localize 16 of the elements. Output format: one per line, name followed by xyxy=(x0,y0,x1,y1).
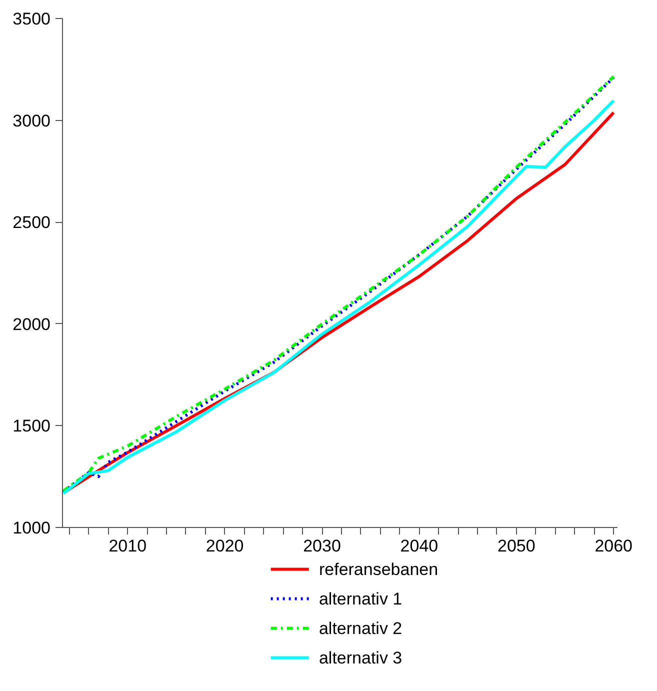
y-tick-label: 3500 xyxy=(12,10,51,28)
y-tick-label: 3000 xyxy=(12,111,51,130)
x-tick-label: 2010 xyxy=(108,536,147,556)
x-tick-label: 2020 xyxy=(206,536,244,556)
y-tick-label: 1500 xyxy=(12,416,51,436)
legend-label: alternativ 3 xyxy=(318,648,402,668)
y-tick-label: 2500 xyxy=(12,213,51,232)
legend-label: alternativ 2 xyxy=(318,618,402,638)
x-tick-label: 2060 xyxy=(594,536,633,556)
x-tick-label: 2040 xyxy=(400,536,438,556)
x-tick-label: 2030 xyxy=(303,536,341,556)
x-tick-label: 2050 xyxy=(498,536,536,556)
y-tick-label: 2000 xyxy=(12,314,51,334)
legend-label: referansebanen xyxy=(318,560,438,579)
y-tick-label: 1000 xyxy=(12,518,51,538)
legend-label: alternativ 1 xyxy=(318,589,402,608)
